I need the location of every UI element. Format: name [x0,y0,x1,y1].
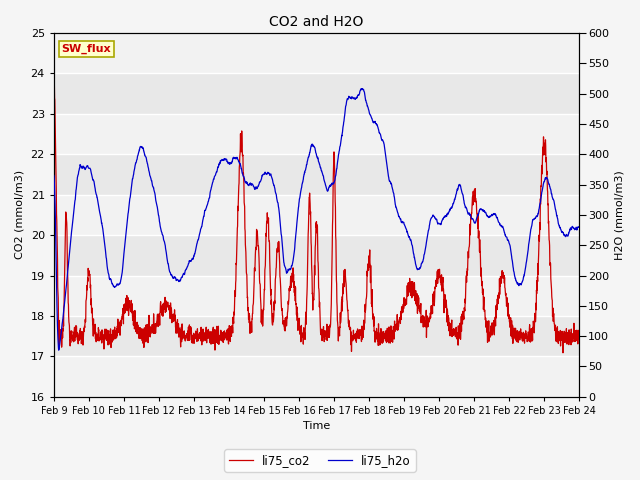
li75_co2 [543,187,551,192]
li75_co2 [343,297,351,303]
Bar [54,33,579,73]
li75_h2o [50,173,58,179]
li75_h2o [470,217,477,223]
Title: CO2 and H2O: CO2 and H2O [269,15,364,29]
Bar [54,356,579,397]
Y-axis label: CO2 (mmol/m3): CO2 (mmol/m3) [15,170,25,260]
Bar [54,114,579,154]
li75_h2o [196,226,204,232]
li75_h2o [343,97,351,103]
li75_co2 [332,204,339,210]
li75_h2o [332,173,339,179]
li75_co2 [575,336,583,342]
li75_h2o [55,348,63,353]
li75_h2o [529,216,537,222]
Line: li75_h2o: li75_h2o [54,89,579,350]
li75_h2o [575,224,583,230]
Text: SW_flux: SW_flux [61,44,111,54]
Bar [54,276,579,316]
li75_co2 [469,202,477,208]
X-axis label: Time: Time [303,421,330,432]
li75_co2 [50,51,58,57]
Bar [54,195,579,235]
Y-axis label: H2O (mmol/m3): H2O (mmol/m3) [615,170,625,260]
li75_h2o [544,178,552,183]
li75_co2 [196,336,204,342]
li75_co2 [529,324,537,330]
li75_co2 [559,350,567,356]
Legend: li75_co2, li75_h2o: li75_co2, li75_h2o [224,449,416,472]
li75_h2o [358,86,366,92]
Line: li75_co2: li75_co2 [54,54,579,353]
